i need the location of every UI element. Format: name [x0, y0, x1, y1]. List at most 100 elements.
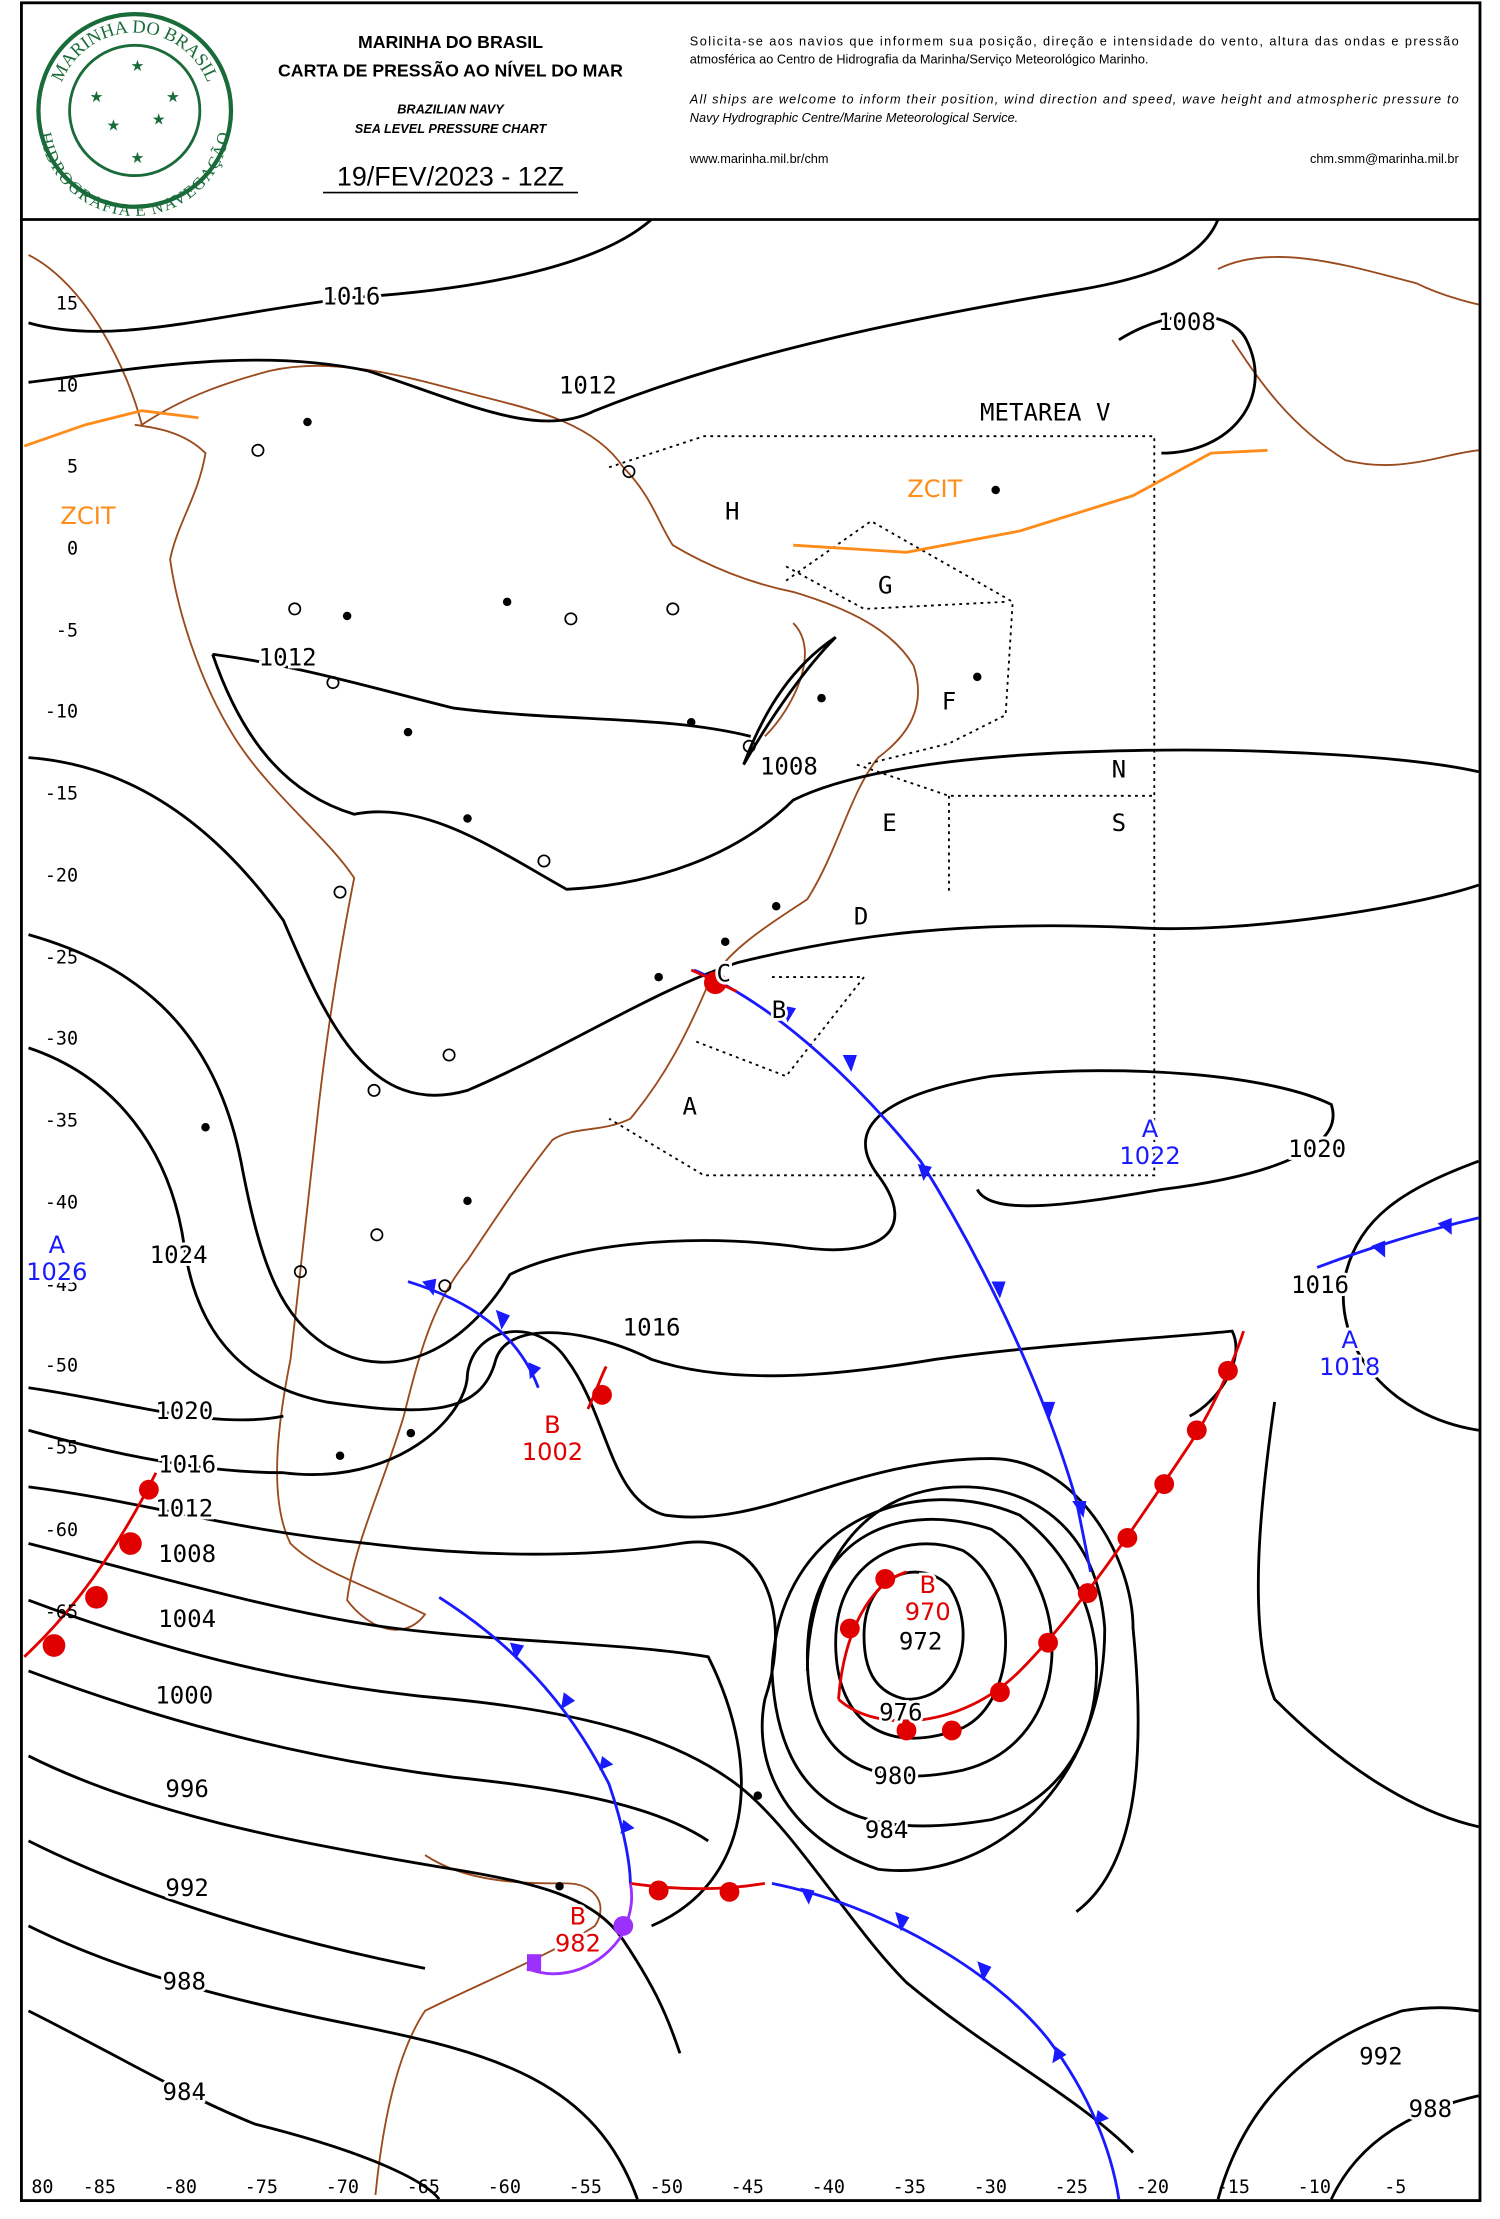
- svg-text:★: ★: [106, 117, 120, 134]
- latitude-label: -65: [45, 1602, 78, 1623]
- longitude-label: -75: [245, 2177, 278, 2198]
- system-letter: B: [544, 1411, 561, 1439]
- isobar-label: 976: [879, 1698, 922, 1726]
- latitude-label: 0: [67, 538, 78, 559]
- isobar-label: 972: [899, 1628, 942, 1656]
- longitude-label: -15: [1217, 2177, 1250, 2198]
- area-label: G: [878, 571, 892, 599]
- system-letter: A: [49, 1231, 66, 1259]
- latitude-label: 5: [67, 456, 78, 477]
- isobar-label: 1004: [158, 1605, 216, 1633]
- area-label: B: [772, 996, 787, 1024]
- area-label: F: [942, 687, 957, 715]
- isobar-label: 1016: [623, 1313, 681, 1341]
- isobar-label: 988: [163, 1968, 206, 1996]
- system-letter: A: [1341, 1326, 1358, 1354]
- title: CARTA DE PRESSÃO AO NÍVEL DO MAR: [278, 59, 623, 80]
- latitude-label: -60: [45, 1520, 78, 1541]
- labels: 15 10 5 0 -5 -10 -15 -20 -25 -30 -35 -40 -45 -50 -55 -6…: [23, 280, 1455, 2198]
- system-letter: B: [570, 1902, 587, 1930]
- latitude-label: -40: [45, 1193, 78, 1214]
- latitude-label: -30: [45, 1028, 78, 1049]
- area-label: N: [1112, 755, 1127, 783]
- system-pressure: 1018: [1319, 1353, 1380, 1381]
- area-label: E: [882, 809, 896, 837]
- svg-text:★: ★: [131, 150, 145, 167]
- area-label: C: [717, 959, 732, 987]
- stations: [201, 417, 1000, 1891]
- longitude-label: -55: [569, 2177, 602, 2198]
- isobar-label: 984: [865, 1816, 908, 1844]
- system-pressure: 970: [905, 1598, 951, 1626]
- longitude-label: -25: [1055, 2177, 1088, 2198]
- longitude-label: -80: [164, 2177, 197, 2198]
- metarea: [608, 435, 1156, 1177]
- latitude-label: -55: [45, 1438, 78, 1459]
- isobar-label: 988: [1409, 2095, 1452, 2123]
- url: www.marinha.mil.br/chm: [689, 151, 829, 166]
- isobar-label: 1012: [259, 643, 317, 671]
- isobar-label: 1012: [559, 372, 617, 400]
- isobar-label: 992: [165, 1874, 208, 1902]
- isobar-label: 1016: [322, 282, 380, 310]
- map: 15 10 5 0 -5 -10 -15 -20 -25 -30 -35 -40 -45 -50 -55 -6…: [23, 218, 1480, 2201]
- isobar-label: 1012: [155, 1495, 213, 1523]
- longitude-label: -60: [488, 2177, 521, 2198]
- coastline: [28, 254, 919, 1631]
- isobar-label: 1016: [158, 1451, 216, 1479]
- longitude-label: -45: [731, 2177, 764, 2198]
- longitude-label: -50: [650, 2177, 683, 2198]
- longitude-label: -65: [407, 2177, 440, 2198]
- notice: Navy Hydrographic Centre/Marine Meteorol…: [690, 110, 1018, 125]
- system-pressure: 1026: [26, 1258, 87, 1286]
- system-pressure: 982: [555, 1929, 601, 1957]
- title: MARINHA DO BRASIL: [358, 32, 543, 52]
- latitude-label: 80: [31, 2177, 53, 2198]
- longitude-label: -10: [1298, 2177, 1331, 2198]
- latitude-label: -10: [45, 701, 78, 722]
- isobar-label: 1020: [1288, 1135, 1346, 1163]
- svg-text:★: ★: [90, 89, 104, 106]
- latitude-label: -25: [45, 948, 78, 969]
- isobar-label: 980: [873, 1762, 916, 1790]
- logo-ring: [68, 43, 202, 178]
- longitude-label: -30: [974, 2177, 1007, 2198]
- logo-stars: ★★★★★★★: [90, 58, 180, 167]
- isobar-label: 1024: [150, 1241, 208, 1269]
- isobar-label: 996: [165, 1775, 208, 1803]
- latitude-label: -35: [45, 1111, 78, 1132]
- date: 19/FEV/2023 - 12Z: [337, 162, 564, 192]
- svg-text:★: ★: [152, 112, 166, 129]
- notice: atmosférica ao Centro de Hidrografia da …: [690, 52, 1149, 67]
- longitude-label: -85: [83, 2177, 116, 2198]
- itcz-label: ZCIT: [907, 475, 962, 503]
- system-letter: A: [1142, 1115, 1159, 1143]
- isobar-label: 1016: [1291, 1271, 1349, 1299]
- system-pressure: 1022: [1119, 1142, 1180, 1170]
- area-label: S: [1112, 809, 1127, 837]
- stations: [251, 443, 756, 1293]
- isobar-label: 984: [163, 2078, 206, 2106]
- isobar-label: 1000: [155, 1681, 213, 1709]
- itcz-label: ZCIT: [60, 502, 115, 530]
- isobar-label: 1008: [158, 1540, 216, 1568]
- notice: Solicita-se aos navios que informem sua …: [690, 33, 1459, 48]
- isobars: [27, 218, 1480, 2201]
- email: chm.smm@marinha.mil.br: [1310, 151, 1460, 166]
- notice: All ships are welcome to inform their po…: [689, 91, 1459, 106]
- area-label: METAREA V: [980, 398, 1110, 426]
- isobar-label: 1008: [1158, 308, 1216, 336]
- longitude-label: -5: [1384, 2177, 1406, 2198]
- latitude-label: -45: [45, 1275, 78, 1296]
- svg-text:★: ★: [131, 58, 145, 75]
- longitude-label: -20: [1136, 2177, 1169, 2198]
- subtitle: BRAZILIAN NAVY: [397, 101, 505, 116]
- itcz: [23, 409, 1268, 554]
- subtitle: SEA LEVEL PRESSURE CHART: [355, 121, 548, 136]
- latitude-label: -50: [45, 1356, 78, 1377]
- frame: [20, 1, 1482, 2203]
- latitude-label: -5: [56, 621, 78, 642]
- isobar-label: 1020: [155, 1397, 213, 1425]
- area-label: H: [725, 498, 740, 526]
